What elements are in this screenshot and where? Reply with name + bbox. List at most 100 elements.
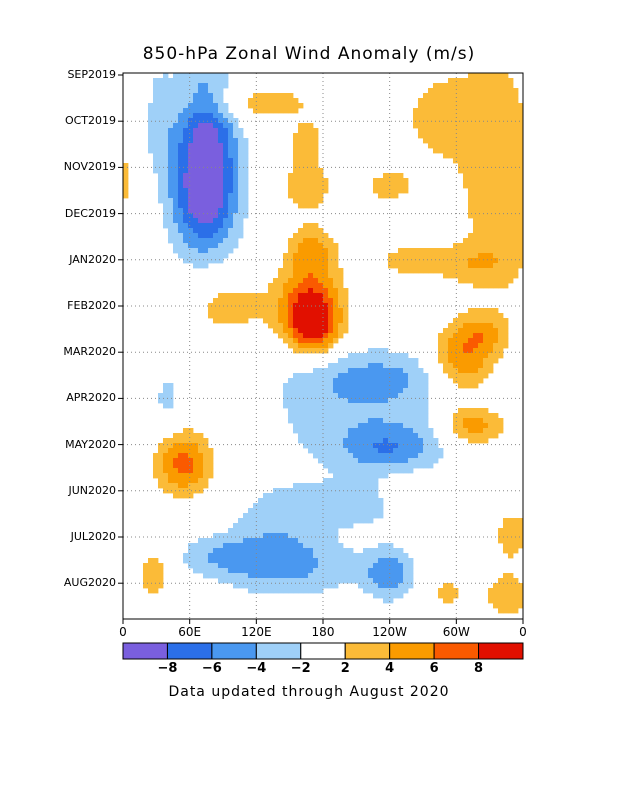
anomaly-cell	[478, 188, 484, 194]
anomaly-cell	[223, 168, 229, 174]
anomaly-cell	[278, 298, 284, 304]
anomaly-cell	[218, 558, 224, 564]
anomaly-cell	[493, 418, 499, 424]
anomaly-cell	[438, 123, 444, 129]
anomaly-cell	[518, 583, 524, 589]
anomaly-cell	[298, 528, 304, 534]
anomaly-cell	[283, 268, 289, 274]
anomaly-cell	[383, 398, 389, 404]
anomaly-cell	[433, 133, 439, 139]
anomaly-cell	[283, 518, 289, 524]
anomaly-cell	[288, 303, 294, 309]
anomaly-cell	[238, 293, 244, 299]
anomaly-cell	[508, 178, 514, 184]
anomaly-cell	[278, 278, 284, 284]
anomaly-cell	[183, 108, 189, 114]
anomaly-cell	[328, 478, 334, 484]
anomaly-cell	[243, 513, 249, 519]
anomaly-cell	[368, 428, 374, 434]
anomaly-cell	[398, 593, 404, 599]
anomaly-cell	[448, 593, 454, 599]
anomaly-cell	[423, 248, 429, 254]
anomaly-cell	[193, 143, 199, 149]
anomaly-cell	[213, 158, 219, 164]
anomaly-cell	[353, 468, 359, 474]
anomaly-cell	[388, 408, 394, 414]
anomaly-cell	[298, 408, 304, 414]
anomaly-cell	[198, 213, 204, 219]
anomaly-cell	[163, 208, 169, 214]
anomaly-cell	[193, 163, 199, 169]
anomaly-cell	[158, 128, 164, 134]
anomaly-cell	[498, 333, 504, 339]
anomaly-cell	[163, 88, 169, 94]
anomaly-cell	[328, 468, 334, 474]
anomaly-cell	[343, 498, 349, 504]
anomaly-cell	[438, 353, 444, 359]
y-tick-label: SEP2019	[67, 68, 116, 81]
anomaly-cell	[183, 198, 189, 204]
anomaly-cell	[223, 103, 229, 109]
anomaly-cell	[368, 348, 374, 354]
anomaly-cell	[233, 583, 239, 589]
anomaly-cell	[333, 388, 339, 394]
anomaly-cell	[283, 288, 289, 294]
anomaly-cell	[218, 213, 224, 219]
anomaly-cell	[503, 148, 509, 154]
anomaly-cell	[518, 103, 524, 109]
anomaly-cell	[313, 498, 319, 504]
anomaly-cell	[368, 468, 374, 474]
anomaly-cell	[453, 338, 459, 344]
anomaly-cell	[383, 598, 389, 604]
anomaly-cell	[188, 253, 194, 259]
anomaly-cell	[468, 278, 474, 284]
anomaly-cell	[168, 383, 174, 389]
anomaly-cell	[348, 368, 354, 374]
anomaly-cell	[473, 318, 479, 324]
anomaly-cell	[488, 83, 494, 89]
anomaly-cell	[313, 483, 319, 489]
anomaly-cell	[398, 548, 404, 554]
anomaly-cell	[188, 473, 194, 479]
anomaly-cell	[428, 253, 434, 259]
anomaly-cell	[268, 533, 274, 539]
anomaly-cell	[328, 433, 334, 439]
anomaly-cell	[488, 113, 494, 119]
anomaly-cell	[198, 233, 204, 239]
anomaly-cell	[448, 328, 454, 334]
anomaly-cell	[463, 113, 469, 119]
anomaly-cell	[493, 123, 499, 129]
anomaly-cell	[273, 298, 279, 304]
anomaly-cell	[388, 468, 394, 474]
anomaly-cell	[293, 253, 299, 259]
anomaly-cell	[163, 193, 169, 199]
anomaly-cell	[488, 598, 494, 604]
anomaly-cell	[498, 338, 504, 344]
anomaly-cell	[263, 293, 269, 299]
anomaly-cell	[483, 143, 489, 149]
anomaly-cell	[313, 168, 319, 174]
anomaly-cell	[403, 363, 409, 369]
anomaly-cell	[388, 433, 394, 439]
anomaly-cell	[223, 303, 229, 309]
anomaly-cell	[353, 578, 359, 584]
anomaly-cell	[213, 248, 219, 254]
anomaly-cell	[333, 438, 339, 444]
anomaly-cell	[303, 398, 309, 404]
anomaly-cell	[323, 558, 329, 564]
anomaly-cell	[288, 553, 294, 559]
anomaly-cell	[433, 138, 439, 144]
anomaly-cell	[308, 523, 314, 529]
anomaly-cell	[513, 108, 519, 114]
anomaly-cell	[243, 163, 249, 169]
anomaly-cell	[448, 83, 454, 89]
anomaly-cell	[153, 168, 159, 174]
anomaly-cell	[368, 588, 374, 594]
anomaly-cell	[313, 563, 319, 569]
anomaly-cell	[453, 273, 459, 279]
anomaly-cell	[413, 258, 419, 264]
anomaly-cell	[158, 153, 164, 159]
anomaly-cell	[368, 573, 374, 579]
anomaly-cell	[343, 368, 349, 374]
anomaly-cell	[208, 78, 214, 84]
